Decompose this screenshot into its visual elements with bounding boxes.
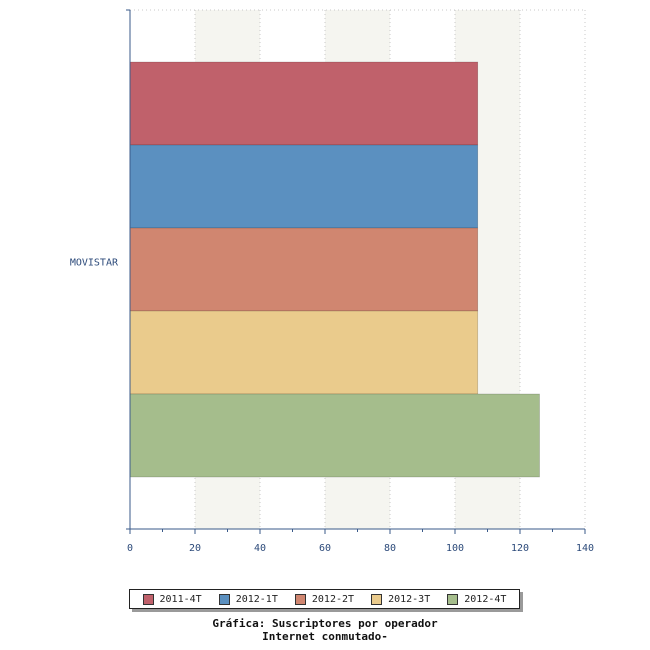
bar-2012-3T [129, 310, 479, 395]
bars [129, 61, 540, 478]
legend-label: 2012-1T [235, 593, 278, 605]
bar-2011-4T [129, 61, 479, 146]
caption-line-1: Gráfica: Suscriptores por operador [212, 617, 438, 630]
legend-label: 2012-3T [388, 593, 431, 605]
x-ticks: 0 20 40 60 80 100 120 140 [127, 529, 594, 554]
legend-item: 2012-4T [447, 593, 507, 605]
legend-label: 2012-2T [311, 593, 355, 605]
category-labels: MOVISTAR [70, 258, 119, 269]
x-tick-label: 0 [127, 543, 133, 554]
x-tick-label: 120 [511, 543, 529, 554]
bar-2012-4T [129, 393, 540, 478]
legend-swatch [371, 593, 383, 605]
x-tick-label: 20 [189, 543, 201, 554]
legend: 2011-4T 2012-1T 2012-2T 2012-3T 2012-4T [129, 589, 520, 609]
legend-label: 2012-4T [464, 593, 507, 605]
legend-swatch [294, 593, 306, 605]
chart-caption: Gráfica: Suscriptores por operador Inter… [0, 617, 650, 643]
legend-item: 2012-2T [294, 593, 355, 605]
x-tick-label: 100 [446, 543, 464, 554]
bar-2012-1T [129, 144, 479, 229]
category-label: MOVISTAR [70, 258, 119, 269]
x-tick-label: 40 [254, 543, 266, 554]
legend-item: 2011-4T [142, 593, 202, 605]
legend-swatch [447, 593, 459, 605]
caption-line-2: Internet conmutado- [262, 630, 388, 643]
legend-item: 2012-3T [371, 593, 431, 605]
legend-label: 2011-4T [159, 593, 202, 605]
x-tick-label: 80 [384, 543, 396, 554]
legend-swatch [142, 593, 154, 605]
x-tick-label: 60 [319, 543, 331, 554]
legend-swatch [218, 593, 230, 605]
bar-chart: 0 20 40 60 80 100 120 140 MOVISTAR [70, 9, 594, 554]
legend-item: 2012-1T [218, 593, 278, 605]
bar-2012-2T [129, 227, 479, 312]
x-tick-label: 140 [576, 543, 594, 554]
